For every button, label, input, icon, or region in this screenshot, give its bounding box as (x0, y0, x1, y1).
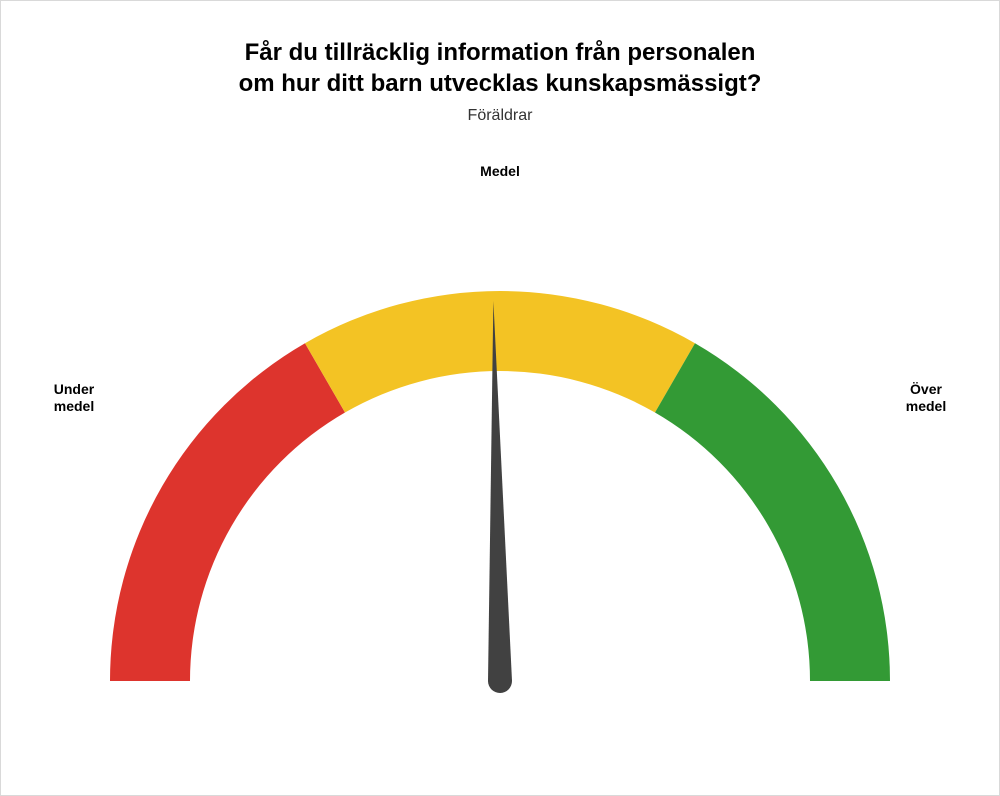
title-line-1: Får du tillräcklig information från pers… (245, 39, 756, 66)
title-block: Får du tillräcklig information från pers… (1, 37, 999, 125)
title-line-2: om hur ditt barn utvecklas kunskapsmässi… (239, 70, 762, 97)
chart-title: Får du tillräcklig information från pers… (1, 37, 999, 99)
gauge-segment-0 (110, 343, 345, 681)
chart-subtitle: Föräldrar (1, 107, 999, 125)
gauge-label-medel: Medel (480, 163, 520, 180)
gauge-container: Medel Under medel Över medel (50, 181, 950, 741)
chart-frame: Får du tillräcklig information från pers… (0, 0, 1000, 796)
gauge-segment-1 (305, 291, 695, 413)
gauge-segment-2 (655, 343, 890, 681)
gauge-svg (50, 181, 950, 741)
